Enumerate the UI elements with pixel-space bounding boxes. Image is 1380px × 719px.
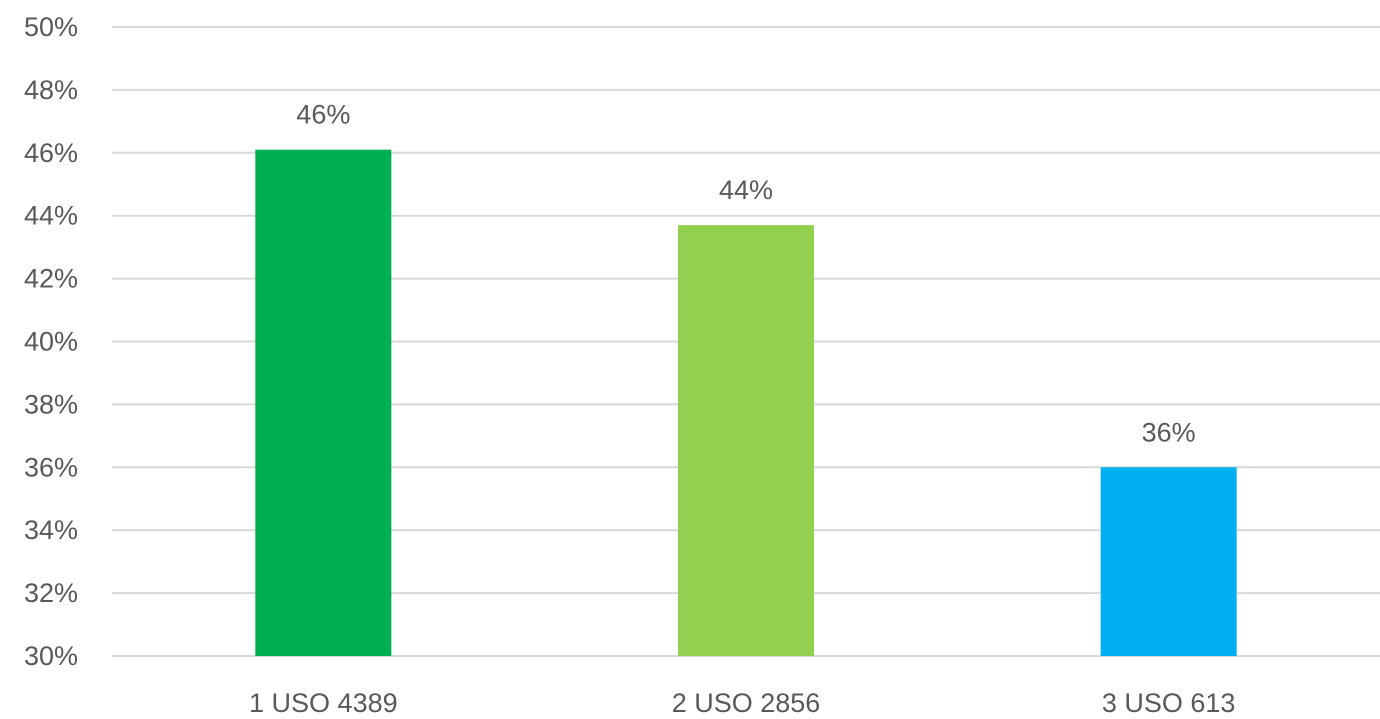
y-tick-label: 32% [24,578,78,608]
y-tick-label: 42% [24,264,78,294]
x-category-label: 2 USO 2856 [672,688,821,718]
bar [255,149,392,656]
bars [255,149,1237,656]
y-tick-label: 44% [24,201,78,231]
y-axis-tick-labels: 30% 32% 34% 36% 38% 40% 42% 44% 46% 48% 50% [24,12,78,671]
y-tick-label: 50% [24,12,78,42]
data-labels: 46% 44% 36% [296,100,1195,448]
bar [1100,467,1237,656]
bar [678,225,814,656]
bar-data-label: 36% [1142,417,1196,447]
y-tick-label: 46% [24,138,78,168]
bar-data-label: 44% [719,175,773,205]
y-tick-label: 40% [24,327,78,357]
bar-data-label: 46% [296,100,350,130]
x-axis-category-labels: 1 USO 4389 2 USO 2856 3 USO 613 [249,688,1235,718]
x-category-label: 3 USO 613 [1102,688,1236,718]
y-tick-label: 36% [24,452,78,482]
y-tick-label: 48% [24,75,78,105]
y-tick-label: 34% [24,515,78,545]
y-tick-label: 38% [24,389,78,419]
y-tick-label: 30% [24,641,78,671]
x-category-label: 1 USO 4389 [249,688,398,718]
